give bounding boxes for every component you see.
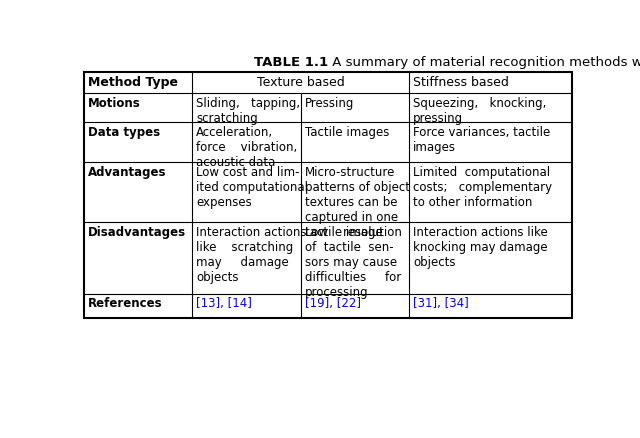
Text: Data types: Data types bbox=[88, 126, 160, 139]
Text: Low cost and lim-
ited computational
expenses: Low cost and lim- ited computational exp… bbox=[196, 166, 308, 209]
Text: Motions: Motions bbox=[88, 97, 141, 110]
Text: Disadvantages: Disadvantages bbox=[88, 226, 186, 239]
Text: Force variances, tactile
images: Force variances, tactile images bbox=[413, 126, 550, 154]
Text: Method Type: Method Type bbox=[88, 76, 178, 89]
Text: [19], [22]: [19], [22] bbox=[305, 297, 361, 311]
Text: References: References bbox=[88, 297, 163, 311]
Text: [13], [14]: [13], [14] bbox=[196, 297, 252, 311]
Text: Advantages: Advantages bbox=[88, 166, 166, 179]
Text: Sliding,   tapping,
scratching: Sliding, tapping, scratching bbox=[196, 97, 300, 125]
Bar bbox=[84, 72, 572, 318]
Text: Squeezing,   knocking,
pressing: Squeezing, knocking, pressing bbox=[413, 97, 547, 125]
Text: Acceleration,
force    vibration,
acoustic data: Acceleration, force vibration, acoustic … bbox=[196, 126, 298, 169]
Text: Low    resolution
of  tactile  sen-
sors may cause
difficulties     for
processi: Low resolution of tactile sen- sors may … bbox=[305, 226, 402, 299]
Text: Limited  computational
costs;   complementary
to other information: Limited computational costs; complementa… bbox=[413, 166, 552, 209]
Text: Micro-structure
patterns of object
textures can be
captured in one
tactile image: Micro-structure patterns of object textu… bbox=[305, 166, 410, 239]
Text: Interaction actions like
knocking may damage
objects: Interaction actions like knocking may da… bbox=[413, 226, 548, 269]
Text: Texture based: Texture based bbox=[257, 76, 345, 89]
Text: TABLE 1.1: TABLE 1.1 bbox=[254, 57, 328, 69]
Text: Stiffness based: Stiffness based bbox=[413, 76, 509, 89]
Text: Tactile images: Tactile images bbox=[305, 126, 389, 139]
Text: A summary of material recognition methods with touch sensing: A summary of material recognition method… bbox=[328, 57, 640, 69]
Text: Pressing: Pressing bbox=[305, 97, 354, 110]
Text: Interaction actions
like    scratching
may     damage
objects: Interaction actions like scratching may … bbox=[196, 226, 307, 284]
Text: [31], [34]: [31], [34] bbox=[413, 297, 469, 311]
